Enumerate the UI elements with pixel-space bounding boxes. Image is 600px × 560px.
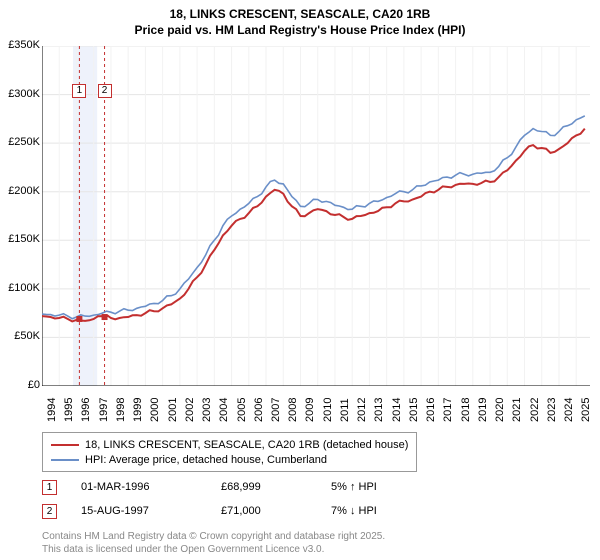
x-tick-label: 2012 [356, 398, 368, 422]
y-tick-label: £250K [2, 136, 40, 148]
annotation-marker-1: 1 [42, 480, 57, 495]
chart-plot-area [42, 46, 590, 386]
x-tick-label: 2013 [373, 398, 385, 422]
x-tick-label: 1998 [115, 398, 127, 422]
legend-swatch-hpi [51, 459, 79, 461]
x-tick-label: 2016 [425, 398, 437, 422]
x-tick-label: 2017 [442, 398, 454, 422]
y-tick-label: £300K [2, 88, 40, 100]
x-tick-label: 2007 [270, 398, 282, 422]
y-tick-label: £0 [2, 379, 40, 391]
x-tick-label: 2009 [304, 398, 316, 422]
annotation-price-2: £71,000 [221, 505, 331, 517]
x-tick-label: 2018 [460, 398, 472, 422]
legend: 18, LINKS CRESCENT, SEASCALE, CA20 1RB (… [42, 432, 417, 472]
y-tick-label: £50K [2, 330, 40, 342]
annotation-row-2: 2 15-AUG-1997 £71,000 7% ↓ HPI [42, 502, 451, 520]
x-tick-label: 2011 [339, 398, 351, 422]
annotation-pct-1: 5% ↑ HPI [331, 481, 451, 493]
x-tick-label: 2025 [580, 398, 592, 422]
x-tick-label: 2021 [511, 398, 523, 422]
x-tick-label: 1994 [46, 398, 58, 422]
x-tick-label: 1997 [98, 398, 110, 422]
legend-swatch-price-paid [51, 444, 79, 446]
y-tick-label: £100K [2, 282, 40, 294]
annotation-date-2: 15-AUG-1997 [81, 505, 221, 517]
footer-line-2: This data is licensed under the Open Gov… [42, 543, 385, 556]
x-tick-label: 2001 [167, 398, 179, 422]
y-tick-label: £200K [2, 185, 40, 197]
x-tick-label: 2015 [408, 398, 420, 422]
annotation-marker-2: 2 [42, 504, 57, 519]
x-tick-label: 2003 [201, 398, 213, 422]
x-tick-label: 1999 [132, 398, 144, 422]
annotation-pct-2: 7% ↓ HPI [331, 505, 451, 517]
x-tick-label: 2020 [494, 398, 506, 422]
x-tick-label: 2008 [287, 398, 299, 422]
title-line-2: Price paid vs. HM Land Registry's House … [0, 22, 600, 38]
x-tick-label: 2006 [253, 398, 265, 422]
footer-line-1: Contains HM Land Registry data © Crown c… [42, 530, 385, 543]
x-tick-label: 1995 [63, 398, 75, 422]
x-tick-label: 2014 [391, 398, 403, 422]
annotation-row-1: 1 01-MAR-1996 £68,999 5% ↑ HPI [42, 478, 451, 496]
x-tick-label: 1996 [80, 398, 92, 422]
y-tick-label: £150K [2, 233, 40, 245]
x-tick-label: 2024 [563, 398, 575, 422]
chart-title: 18, LINKS CRESCENT, SEASCALE, CA20 1RB P… [0, 0, 600, 38]
x-tick-label: 2005 [236, 398, 248, 422]
legend-label-price-paid: 18, LINKS CRESCENT, SEASCALE, CA20 1RB (… [85, 439, 408, 451]
annotation-price-1: £68,999 [221, 481, 331, 493]
footer: Contains HM Land Registry data © Crown c… [42, 530, 385, 556]
chart-event-marker: 1 [72, 84, 86, 98]
y-tick-label: £350K [2, 39, 40, 51]
x-tick-label: 2002 [184, 398, 196, 422]
legend-label-hpi: HPI: Average price, detached house, Cumb… [85, 454, 327, 466]
annotation-date-1: 01-MAR-1996 [81, 481, 221, 493]
x-tick-label: 2010 [322, 398, 334, 422]
legend-item-price-paid: 18, LINKS CRESCENT, SEASCALE, CA20 1RB (… [51, 437, 408, 452]
legend-item-hpi: HPI: Average price, detached house, Cumb… [51, 452, 408, 467]
x-tick-label: 2022 [529, 398, 541, 422]
x-tick-label: 2000 [149, 398, 161, 422]
chart-svg [42, 46, 590, 386]
x-tick-label: 2019 [477, 398, 489, 422]
chart-event-marker: 2 [98, 84, 112, 98]
title-line-1: 18, LINKS CRESCENT, SEASCALE, CA20 1RB [0, 6, 600, 22]
x-tick-label: 2023 [546, 398, 558, 422]
chart-container: 18, LINKS CRESCENT, SEASCALE, CA20 1RB P… [0, 0, 600, 560]
x-tick-label: 2004 [218, 398, 230, 422]
